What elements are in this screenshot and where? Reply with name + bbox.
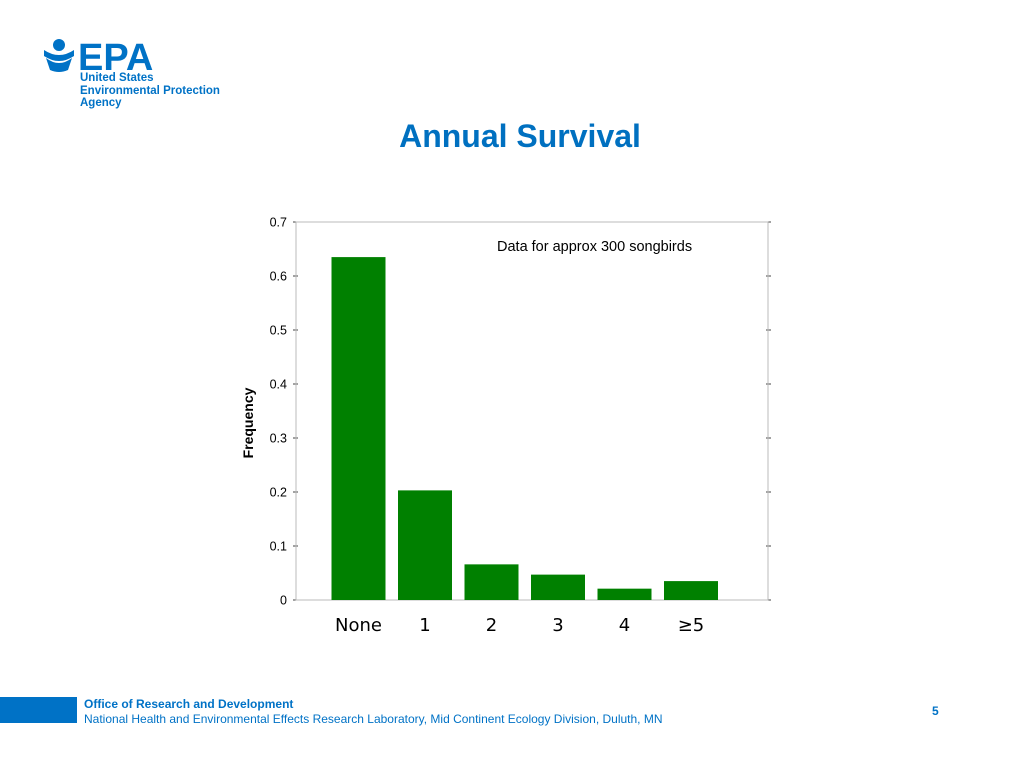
y-tick-label: 0.4 [270,378,287,392]
y-tick-label: 0.2 [270,486,287,500]
agency-line-3: Agency [80,97,122,109]
agency-line-2: Environmental Protection [80,84,220,97]
page-number: 5 [932,704,939,718]
y-tick-label: 0.1 [270,540,287,554]
y-tick-label: 0.3 [270,432,287,446]
y-tick-label: 0.6 [270,270,287,284]
y-tick-label: 0 [280,594,287,608]
y-tick-label: 0.7 [270,216,287,230]
y-axis-label: Frequency [240,387,256,458]
x-tick-label: None [335,615,382,636]
bar-2 [464,564,519,600]
x-tick-label: 1 [419,615,430,636]
y-tick-label: 0.5 [270,324,287,338]
epa-flower-logo-icon: EPA [44,37,153,76]
survival-bar-chart: 0 0.1 0.2 0.3 0.4 0.5 0.6 0.7 None 1 2 3 4 ≥5 Data f… [240,216,771,636]
x-tick-label: 3 [552,615,563,636]
bar-0 [331,257,386,600]
footer-laboratory: National Health and Environmental Effect… [84,712,663,726]
epa-logo: EPA United States Environmental Protecti… [42,36,242,116]
agency-name: United States Environmental Protection A… [80,72,220,110]
epa-wordmark: EPA [78,37,153,76]
x-tick-label: 4 [619,615,630,636]
bar-3 [531,574,585,600]
footer-office: Office of Research and Development [84,697,294,711]
bar-5 [664,581,718,600]
bar-4 [597,588,652,600]
slide-title: Annual Survival [399,118,641,154]
footer-accent-bar [0,697,77,723]
chart-annotation: Data for approx 300 songbirds [497,239,692,255]
x-tick-label: 2 [486,615,497,636]
bar-1 [398,490,452,600]
x-tick-label: ≥5 [678,615,705,636]
agency-line-1: United States [80,72,154,84]
